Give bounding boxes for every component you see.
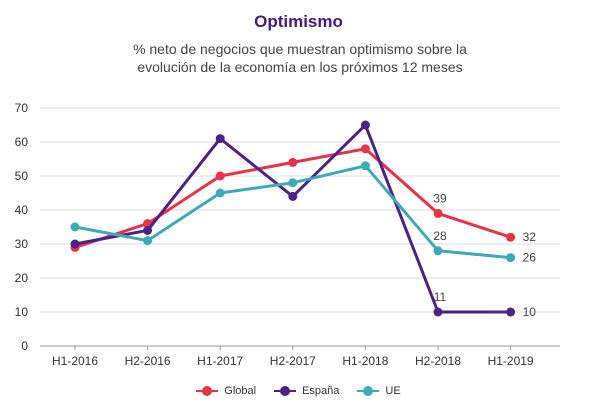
- data-point-global: [288, 157, 298, 167]
- x-tick-label: H1-2018: [342, 354, 388, 368]
- legend-item-ue: UE: [357, 385, 401, 397]
- data-point-global: [433, 208, 443, 218]
- data-label-ue: 26: [523, 251, 537, 265]
- data-point-global: [215, 171, 225, 181]
- data-point-espana: [506, 307, 516, 317]
- legend-label-espana: España: [302, 385, 340, 397]
- y-tick-label: 60: [15, 135, 29, 149]
- data-label-ue: 28: [433, 229, 447, 243]
- y-tick-label: 30: [15, 237, 29, 251]
- series-line-espana: [73, 123, 513, 314]
- data-label-espana: 11: [434, 290, 447, 304]
- y-tick-label: 40: [15, 203, 29, 217]
- x-tick-label: H2-2016: [125, 354, 171, 368]
- chart-title: Optimismo: [254, 12, 343, 31]
- data-point-ue: [288, 178, 298, 188]
- data-point-ue: [506, 253, 516, 263]
- data-point-ue: [433, 246, 443, 256]
- y-tick-label: 70: [15, 101, 29, 115]
- x-tick-label: H1-2019: [488, 354, 534, 368]
- data-point-ue: [215, 188, 225, 198]
- legend-swatch-global: [196, 385, 219, 397]
- chart-subtitle-line-2: evolución de la economía en los próximos…: [137, 59, 463, 75]
- y-tick-label: 20: [15, 271, 29, 285]
- data-point-espana: [215, 134, 225, 144]
- chart-subtitle: % neto de negocios que muestran optimism…: [95, 40, 505, 76]
- data-point-espana: [143, 225, 153, 235]
- chart-legend: Global España UE: [0, 385, 597, 397]
- data-point-ue: [360, 161, 370, 171]
- x-tick-label: H1-2016: [52, 354, 98, 368]
- legend-label-ue: UE: [385, 385, 401, 397]
- legend-item-espana: España: [274, 385, 339, 397]
- chart-subtitle-line-1: % neto de negocios que muestran optimism…: [133, 41, 467, 57]
- y-tick-label: 0: [21, 339, 28, 353]
- data-point-ue: [143, 236, 153, 246]
- legend-swatch-ue: [357, 385, 380, 397]
- x-tick-label: H1-2017: [197, 354, 243, 368]
- data-point-ue: [70, 222, 80, 232]
- data-point-espana: [70, 239, 80, 249]
- data-label-global: 32: [523, 230, 537, 244]
- legend-item-global: Global: [196, 385, 256, 397]
- x-tick-label: H2-2017: [270, 354, 316, 368]
- y-tick-label: 50: [15, 169, 29, 183]
- data-label-espana: 10: [523, 305, 537, 319]
- legend-label-global: Global: [224, 385, 257, 397]
- data-label-global: 39: [433, 191, 447, 205]
- data-point-espana: [288, 191, 298, 201]
- data-point-global: [360, 144, 370, 154]
- y-tick-label: 10: [15, 305, 29, 319]
- data-point-global: [506, 232, 516, 242]
- x-tick-label: H2-2018: [415, 354, 461, 368]
- data-point-espana: [433, 307, 443, 317]
- legend-swatch-espana: [274, 385, 297, 397]
- data-point-espana: [360, 120, 370, 130]
